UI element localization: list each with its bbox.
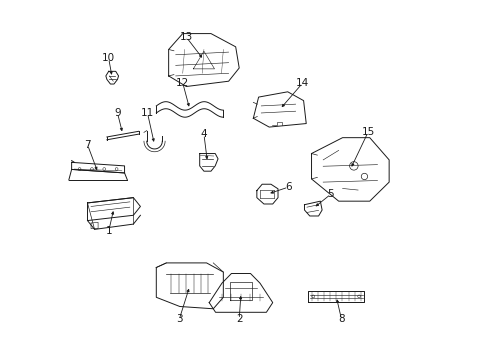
Text: 11: 11 <box>141 108 154 118</box>
Text: 15: 15 <box>361 127 374 138</box>
Text: 12: 12 <box>176 78 189 88</box>
Text: 10: 10 <box>102 53 115 63</box>
Text: 13: 13 <box>179 32 193 42</box>
Text: 8: 8 <box>338 314 344 324</box>
Text: 9: 9 <box>114 108 121 118</box>
Text: 4: 4 <box>200 129 207 139</box>
Text: 3: 3 <box>176 314 182 324</box>
Text: 6: 6 <box>285 182 291 192</box>
Text: 14: 14 <box>295 78 309 88</box>
Text: 5: 5 <box>327 189 334 199</box>
Text: 2: 2 <box>235 314 242 324</box>
Text: 7: 7 <box>84 140 91 150</box>
Text: 1: 1 <box>105 226 112 236</box>
